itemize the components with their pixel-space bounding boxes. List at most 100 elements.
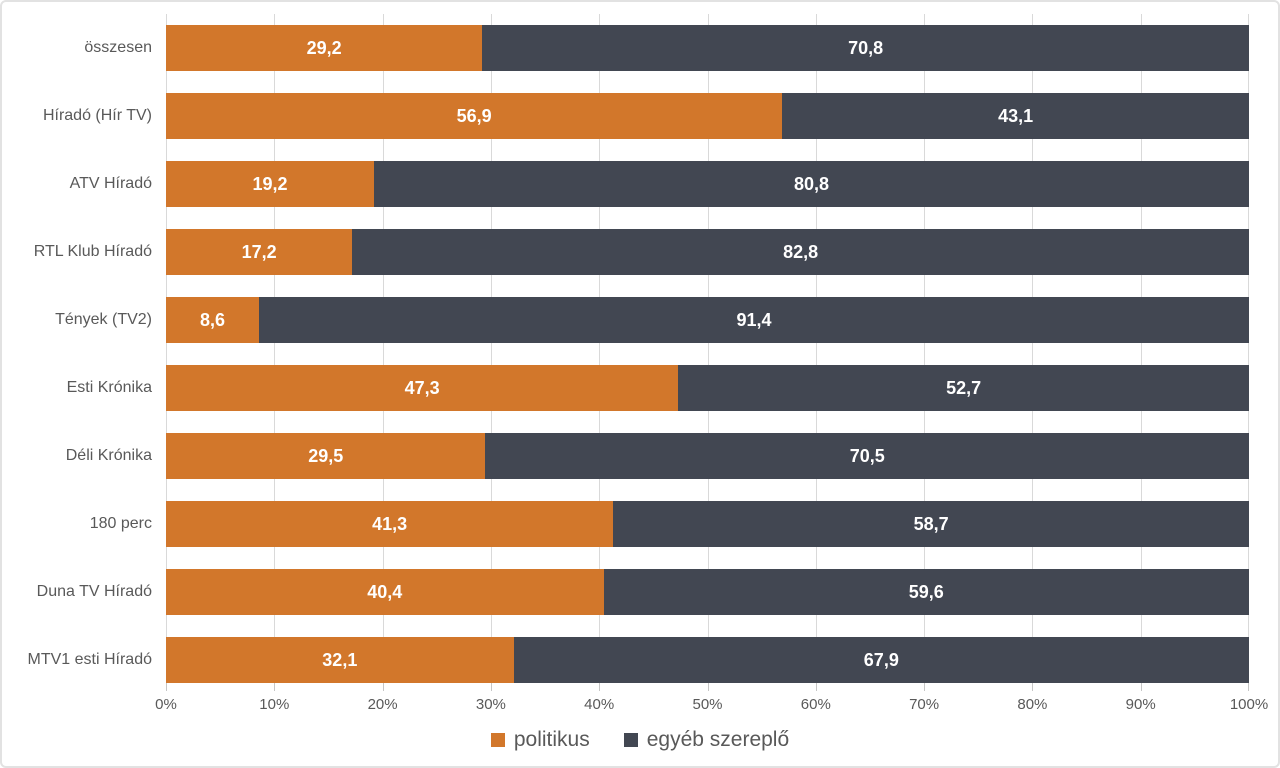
bar-segment-politikus: 29,2 bbox=[166, 25, 483, 71]
gridline bbox=[274, 14, 276, 683]
tick-mark bbox=[274, 683, 276, 691]
tick-mark bbox=[1248, 683, 1249, 691]
legend-label: politikus bbox=[513, 728, 590, 751]
data-label: 91,4 bbox=[736, 309, 772, 330]
gridline bbox=[707, 14, 709, 683]
bar-segment-politikus: 47,3 bbox=[166, 365, 679, 411]
chart-row: Duna TV Híradó 40,4 59,6 bbox=[2, 558, 1249, 626]
bar-track: 40,4 59,6 bbox=[166, 569, 1249, 615]
x-tick-label: 90% bbox=[1125, 696, 1156, 713]
data-label: 47,3 bbox=[404, 377, 440, 398]
tick-mark bbox=[707, 683, 709, 691]
category-label: összesen bbox=[84, 39, 152, 56]
chart-row: Tények (TV2) 8,6 91,4 bbox=[2, 286, 1249, 354]
gridline bbox=[815, 14, 817, 683]
chart-row: Híradó (Hír TV) 56,9 43,1 bbox=[2, 82, 1249, 150]
data-label: 70,5 bbox=[849, 445, 885, 466]
bar-segment-egyeb: 70,8 bbox=[482, 25, 1249, 71]
category-label: RTL Klub Híradó bbox=[33, 243, 152, 260]
data-label: 43,1 bbox=[998, 105, 1034, 126]
tick-mark bbox=[166, 683, 167, 691]
bar-segment-politikus: 29,5 bbox=[166, 433, 486, 479]
gridline bbox=[1248, 14, 1249, 683]
chart-row: RTL Klub Híradó 17,2 82,8 bbox=[2, 218, 1249, 286]
data-label: 40,4 bbox=[367, 581, 403, 602]
bar-track: 19,2 80,8 bbox=[166, 161, 1249, 207]
chart-row: ATV Híradó 19,2 80,8 bbox=[2, 150, 1249, 218]
gridline bbox=[599, 14, 601, 683]
gridline bbox=[1032, 14, 1034, 683]
data-label: 17,2 bbox=[241, 241, 277, 262]
x-tick-label: 0% bbox=[155, 696, 177, 713]
x-tick-label: 20% bbox=[367, 696, 398, 713]
bar-segment-politikus: 41,3 bbox=[166, 501, 614, 547]
bar-segment-politikus: 19,2 bbox=[166, 161, 374, 207]
bar-segment-egyeb: 67,9 bbox=[513, 637, 1249, 683]
bar-track: 8,6 91,4 bbox=[166, 297, 1249, 343]
data-label: 8,6 bbox=[200, 309, 226, 330]
tick-mark bbox=[815, 683, 817, 691]
chart-rows: összesen 29,2 70,8 Híradó (Hír TV) 56,9 43,1 A… bbox=[2, 14, 1249, 694]
bar-track: 17,2 82,8 bbox=[166, 229, 1249, 275]
x-tick-label: 40% bbox=[584, 696, 615, 713]
legend-swatch-icon bbox=[623, 733, 638, 747]
chart-row: Esti Krónika 47,3 52,7 bbox=[2, 354, 1249, 422]
category-label: Déli Krónika bbox=[65, 447, 152, 464]
x-tick-label: 60% bbox=[800, 696, 831, 713]
gridline bbox=[490, 14, 492, 683]
category-label: Híradó (Hír TV) bbox=[42, 107, 152, 124]
bar-segment-politikus: 56,9 bbox=[166, 93, 783, 139]
bar-segment-egyeb: 43,1 bbox=[782, 93, 1249, 139]
bar-segment-egyeb: 91,4 bbox=[259, 297, 1249, 343]
data-label: 52,7 bbox=[946, 377, 982, 398]
tick-mark bbox=[382, 683, 384, 691]
data-label: 70,8 bbox=[848, 37, 884, 58]
data-label: 41,3 bbox=[372, 513, 408, 534]
x-tick-label: 10% bbox=[259, 696, 290, 713]
legend-swatch-icon bbox=[490, 733, 505, 747]
bar-segment-egyeb: 70,5 bbox=[485, 433, 1249, 479]
bar-track: 29,5 70,5 bbox=[166, 433, 1249, 479]
x-tick-label: 80% bbox=[1017, 696, 1048, 713]
data-label: 19,2 bbox=[252, 173, 288, 194]
tick-mark bbox=[1032, 683, 1034, 691]
data-label: 80,8 bbox=[793, 173, 829, 194]
data-label: 67,9 bbox=[863, 649, 899, 670]
legend-item-politikus: politikus bbox=[490, 728, 590, 752]
data-label: 32,1 bbox=[322, 649, 358, 670]
gridlines bbox=[166, 14, 1249, 683]
x-tick-label: 100% bbox=[1229, 696, 1269, 713]
bar-segment-politikus: 8,6 bbox=[166, 297, 260, 343]
category-label: 180 perc bbox=[89, 515, 152, 532]
chart-row: Déli Krónika 29,5 70,5 bbox=[2, 422, 1249, 490]
x-tick-label: 30% bbox=[475, 696, 506, 713]
tick-mark bbox=[1140, 683, 1142, 691]
x-tick-label: 70% bbox=[909, 696, 940, 713]
category-label: Tények (TV2) bbox=[55, 311, 152, 328]
chart-row: 180 perc 41,3 58,7 bbox=[2, 490, 1249, 558]
category-label: Duna TV Híradó bbox=[36, 583, 152, 600]
bar-segment-politikus: 32,1 bbox=[166, 637, 514, 683]
gridline bbox=[382, 14, 384, 683]
data-label: 56,9 bbox=[456, 105, 492, 126]
category-label: ATV Híradó bbox=[69, 175, 152, 192]
bar-segment-politikus: 17,2 bbox=[166, 229, 353, 275]
bar-track: 41,3 58,7 bbox=[166, 501, 1249, 547]
tick-mark bbox=[924, 683, 926, 691]
bar-segment-egyeb: 59,6 bbox=[603, 569, 1249, 615]
category-label: MTV1 esti Híradó bbox=[27, 651, 152, 668]
bar-segment-egyeb: 80,8 bbox=[373, 161, 1249, 207]
chart-row: MTV1 esti Híradó 32,1 67,9 bbox=[2, 626, 1249, 694]
bar-track: 47,3 52,7 bbox=[166, 365, 1249, 411]
bar-track: 29,2 70,8 bbox=[166, 25, 1249, 71]
x-tick-label: 50% bbox=[692, 696, 723, 713]
bar-track: 56,9 43,1 bbox=[166, 93, 1249, 139]
bar-segment-egyeb: 52,7 bbox=[678, 365, 1249, 411]
legend-item-egyeb-szereplo: egyéb szereplő bbox=[623, 728, 790, 752]
legend-label: egyéb szereplő bbox=[646, 728, 790, 751]
bar-segment-egyeb: 58,7 bbox=[613, 501, 1249, 547]
x-axis: 0% 10% 20% 30% 40% 50% 60% 70% 80% 90% 100% bbox=[155, 683, 1268, 719]
bar-segment-egyeb: 82,8 bbox=[352, 229, 1249, 275]
data-label: 59,6 bbox=[908, 581, 944, 602]
